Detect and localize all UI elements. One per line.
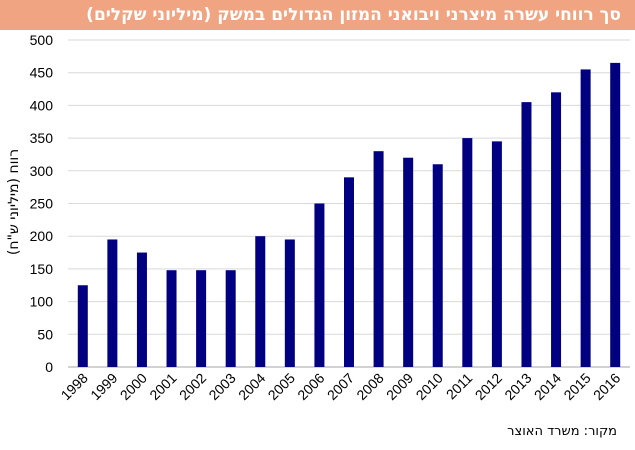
x-axis-ticks: 1998199920002001200220032004200520062007… xyxy=(58,370,624,403)
bar-2006 xyxy=(314,203,325,367)
y-tick-label: 100 xyxy=(30,294,54,310)
y-tick-label: 450 xyxy=(30,65,54,81)
y-tick-label: 150 xyxy=(30,261,54,277)
y-axis-ticks: 0 50 100 150 200 250 300 350 400 450 500 xyxy=(30,32,54,375)
x-tick-label: 2009 xyxy=(383,370,416,403)
y-tick-label: 250 xyxy=(30,196,54,212)
bars xyxy=(77,62,621,368)
bar-2010 xyxy=(432,164,443,367)
bar-2016 xyxy=(610,62,621,367)
bar-2012 xyxy=(491,141,502,367)
x-tick-label: 2001 xyxy=(146,370,179,403)
y-tick-label: 200 xyxy=(30,228,54,244)
bar-2007 xyxy=(344,177,354,367)
x-tick-label: 2004 xyxy=(235,370,268,403)
x-tick-label: 2015 xyxy=(560,370,593,403)
bar-2001 xyxy=(166,270,177,367)
bar-2003 xyxy=(225,270,236,367)
x-tick-label: 2002 xyxy=(176,370,209,403)
x-tick-label: 2005 xyxy=(265,370,298,403)
y-tick-label: 500 xyxy=(30,32,54,48)
bar-2004 xyxy=(255,236,266,367)
bar-1998 xyxy=(77,285,88,367)
x-tick-label: 2003 xyxy=(205,370,238,403)
bar-2009 xyxy=(403,157,414,367)
x-tick-label: 2010 xyxy=(413,370,446,403)
x-tick-label: 2012 xyxy=(472,370,505,403)
bar-2014 xyxy=(551,92,562,367)
bar-2015 xyxy=(580,69,591,368)
bar-2000 xyxy=(136,252,147,367)
bar-1999 xyxy=(107,239,118,367)
y-tick-label: 0 xyxy=(45,359,53,375)
bar-2011 xyxy=(462,138,473,367)
x-tick-label: 2000 xyxy=(117,370,150,403)
bar-2005 xyxy=(284,239,295,367)
bar-2008 xyxy=(373,151,384,367)
x-tick-label: 2016 xyxy=(590,370,623,403)
y-tick-label: 400 xyxy=(30,97,54,113)
bar-2013 xyxy=(521,102,532,367)
x-tick-label: 2011 xyxy=(443,370,476,403)
x-tick-label: 2006 xyxy=(294,370,327,403)
chart-title: סך רווחי עשרה מיצרני ויבואני המזון הגדול… xyxy=(0,0,635,30)
x-tick-label: 2007 xyxy=(324,370,357,403)
x-tick-label: 2013 xyxy=(501,370,534,403)
y-tick-label: 50 xyxy=(37,326,53,342)
x-tick-label: 2008 xyxy=(353,370,386,403)
x-tick-label: 1998 xyxy=(58,370,91,403)
x-tick-label: 2014 xyxy=(531,370,564,403)
x-tick-label: 1999 xyxy=(87,370,120,403)
y-tick-label: 350 xyxy=(30,130,54,146)
bar-2002 xyxy=(196,270,207,367)
y-tick-label: 300 xyxy=(30,163,54,179)
y-axis-label: רווח (מיליוני ש"ח) xyxy=(6,149,22,255)
source-note: מקור: משרד האוצר xyxy=(507,424,617,439)
